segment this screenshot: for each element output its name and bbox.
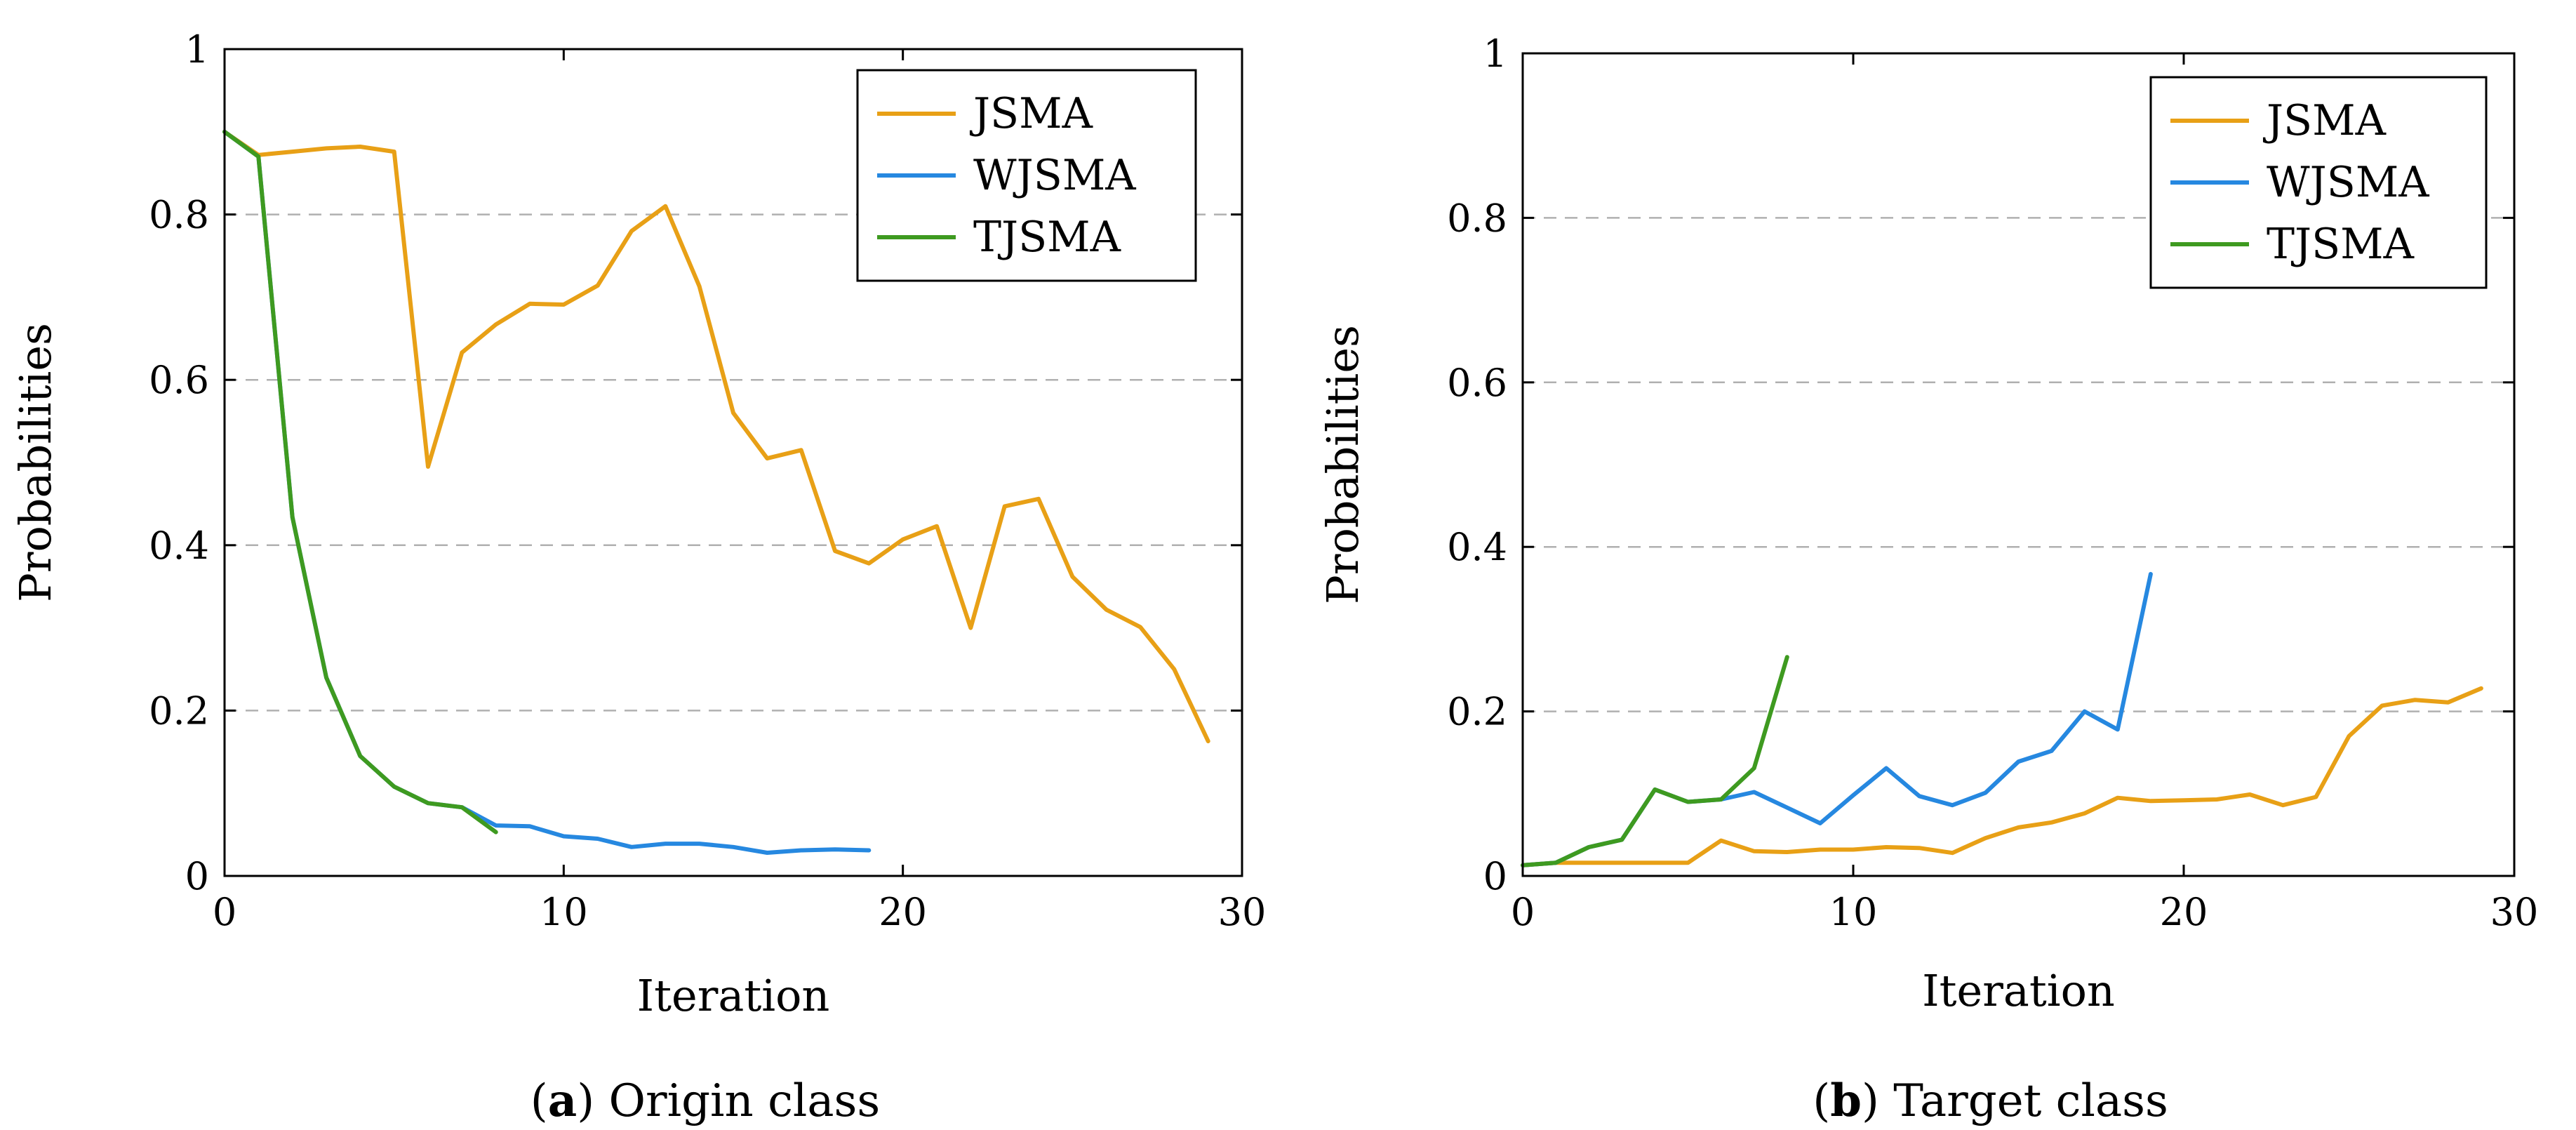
series-line-wjsma <box>222 129 872 855</box>
y-tick-label: 0 <box>1483 854 1507 898</box>
legend: JSMA WJSMA TJSMA <box>2149 76 2488 289</box>
y-tick-label: 1 <box>185 27 209 72</box>
x-tick-label: 10 <box>540 890 588 934</box>
x-tick-label: 0 <box>213 890 236 934</box>
caption-letter: a <box>548 1075 577 1127</box>
legend: JSMA WJSMA TJSMA <box>856 69 1197 282</box>
caption-text: Origin class <box>609 1075 881 1127</box>
y-axis-label: Probabilities <box>10 323 61 602</box>
legend-label-jsma: JSMA <box>2262 96 2387 145</box>
x-axis-label: Iteration <box>1922 965 2115 1016</box>
legend-label-wjsma: WJSMA <box>973 151 1136 200</box>
y-axis-label: Probabilities <box>1317 325 1368 604</box>
figure-caption: (b) Target class <box>1813 1075 2168 1127</box>
y-tick-label: 0.8 <box>149 193 209 237</box>
x-tick-label: 30 <box>2490 890 2539 934</box>
caption-text: Target class <box>1893 1075 2168 1127</box>
plot-frame <box>1521 52 2516 877</box>
legend-label-jsma: JSMA <box>969 89 1093 138</box>
y-tick-label: 0.2 <box>149 689 209 733</box>
y-tick-label: 0 <box>185 854 209 898</box>
legend-label-tjsma: TJSMA <box>2267 220 2415 269</box>
x-tick-label: 10 <box>1829 890 1878 934</box>
figure-caption: (a) Origin class <box>530 1075 880 1127</box>
y-tick-label: 0.6 <box>149 358 209 402</box>
chart-origin-class: 0 10 20 30 0 0.2 0.4 0.6 0.8 1 Iteration Probabilit… <box>10 27 1266 1127</box>
x-tick-label: 20 <box>2160 890 2208 934</box>
series-line-jsma <box>222 129 1210 743</box>
chart-target-class: 0 10 20 30 0 0.2 0.4 0.6 0.8 1 Iteration Probabilit… <box>1317 32 2538 1127</box>
series-line-tjsma <box>1521 655 1789 868</box>
y-tick-label: 0.8 <box>1447 196 1507 240</box>
y-tick-label: 0.2 <box>1447 690 1507 734</box>
caption-letter: b <box>1830 1075 1862 1127</box>
x-tick-label: 0 <box>1511 890 1535 934</box>
x-tick-label: 20 <box>879 890 927 934</box>
x-axis-label: Iteration <box>637 970 830 1021</box>
series-line-tjsma <box>222 129 498 835</box>
legend-label-tjsma: TJSMA <box>973 213 1121 262</box>
y-tick-label: 0.4 <box>149 524 209 568</box>
y-tick-label: 0.6 <box>1447 361 1507 405</box>
series-line-jsma <box>1521 686 2483 868</box>
y-tick-label: 0.4 <box>1447 525 1507 569</box>
x-tick-label: 30 <box>1218 890 1267 934</box>
plot-frame <box>223 48 1243 877</box>
legend-label-wjsma: WJSMA <box>2267 158 2429 207</box>
y-tick-label: 1 <box>1483 32 1507 76</box>
